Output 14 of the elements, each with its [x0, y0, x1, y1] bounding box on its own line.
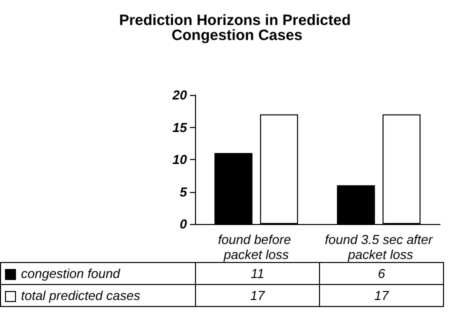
y-tick-label: 10	[172, 152, 188, 167]
x-tick-label: found before packet loss	[218, 232, 295, 262]
data-label: 17	[320, 284, 444, 306]
legend-label: congestion found	[0, 262, 196, 284]
chart-title: Prediction Horizons in Predicted Congestion Cases	[119, 12, 355, 44]
y-tick-label: 20	[172, 88, 188, 102]
data-label: 6	[320, 262, 444, 284]
y-tick-label: 15	[172, 120, 188, 135]
x-tick-label: found 3.5 sec after packet loss	[324, 232, 434, 262]
legend-label: total predicted cases	[0, 284, 196, 306]
data-label: 11	[196, 262, 320, 284]
y-tick-label: 5	[180, 184, 188, 200]
data-label: 17	[196, 284, 320, 306]
y-tick-label: 0	[180, 216, 188, 232]
